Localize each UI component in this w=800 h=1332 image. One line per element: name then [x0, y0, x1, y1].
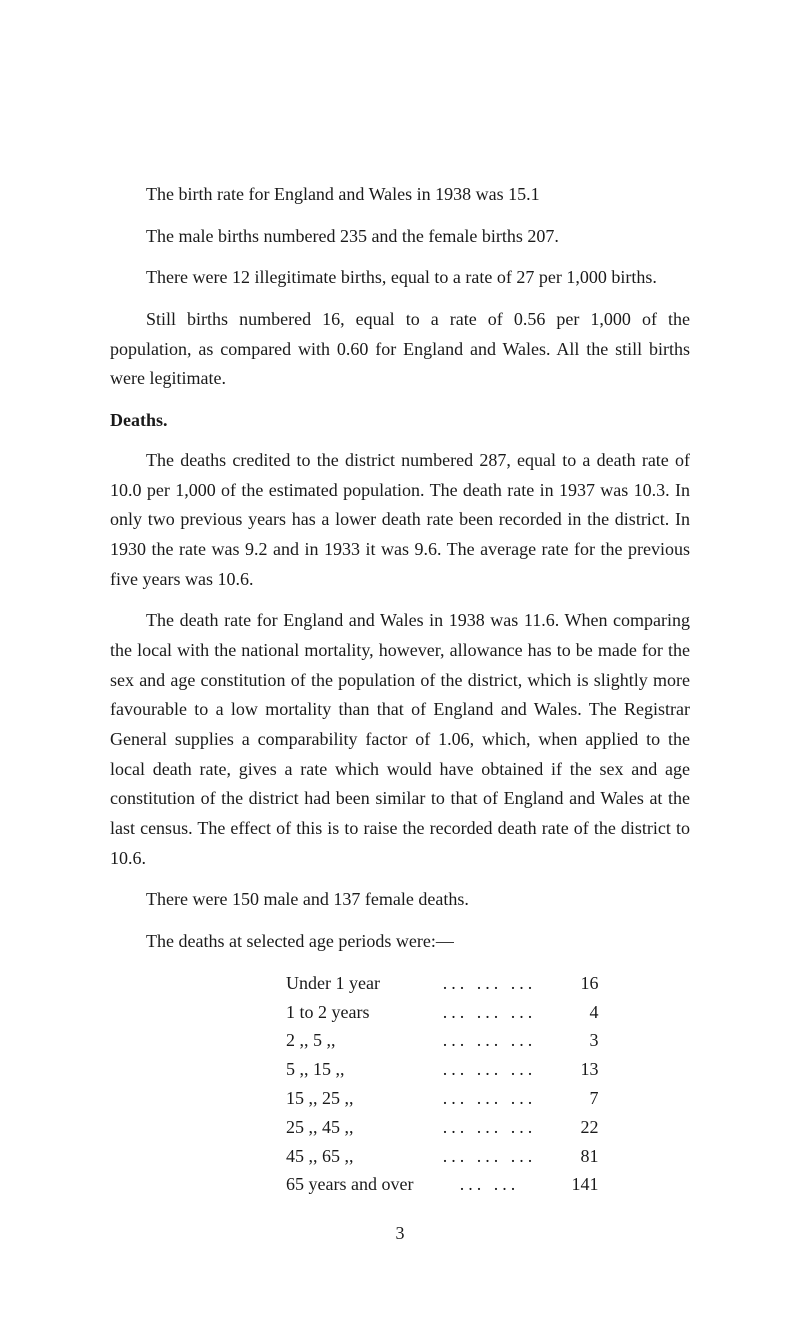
- age-value: 3: [559, 1026, 604, 1055]
- dots-spacer: ... ... ...: [419, 1026, 559, 1055]
- dots-spacer: ... ...: [419, 1170, 559, 1199]
- age-label: 15 ,, 25 ,,: [280, 1084, 419, 1113]
- age-label: 2 ,, 5 ,,: [280, 1026, 419, 1055]
- dots-spacer: ... ... ...: [419, 1084, 559, 1113]
- table-row: 2 ,, 5 ,, ... ... ... 3: [280, 1026, 604, 1055]
- age-label: 65 years and over: [280, 1170, 419, 1199]
- page-number: 3: [110, 1219, 690, 1249]
- age-value: 13: [559, 1055, 604, 1084]
- paragraph-male-female-deaths: There were 150 male and 137 female death…: [110, 885, 690, 915]
- age-value: 4: [559, 998, 604, 1027]
- heading-deaths: Deaths.: [110, 406, 690, 436]
- table-row: 5 ,, 15 ,, ... ... ... 13: [280, 1055, 604, 1084]
- dots-spacer: ... ... ...: [419, 969, 559, 998]
- age-label: Under 1 year: [280, 969, 419, 998]
- table-row: Under 1 year ... ... ... 16: [280, 969, 604, 998]
- paragraph-death-rate-england: The death rate for England and Wales in …: [110, 606, 690, 873]
- table-row: 1 to 2 years ... ... ... 4: [280, 998, 604, 1027]
- age-value: 7: [559, 1084, 604, 1113]
- dots-spacer: ... ... ...: [419, 1113, 559, 1142]
- paragraph-deaths-credited: The deaths credited to the district numb…: [110, 446, 690, 594]
- age-value: 141: [559, 1170, 604, 1199]
- paragraph-male-female-births: The male births numbered 235 and the fem…: [110, 222, 690, 252]
- paragraph-age-periods-intro: The deaths at selected age periods were:…: [110, 927, 690, 957]
- paragraph-still-births: Still births numbered 16, equal to a rat…: [110, 305, 690, 394]
- age-deaths-table: Under 1 year ... ... ... 16 1 to 2 years…: [280, 969, 604, 1199]
- age-label: 25 ,, 45 ,,: [280, 1113, 419, 1142]
- age-label: 1 to 2 years: [280, 998, 419, 1027]
- table-row: 25 ,, 45 ,, ... ... ... 22: [280, 1113, 604, 1142]
- age-value: 81: [559, 1142, 604, 1171]
- paragraph-birth-rate: The birth rate for England and Wales in …: [110, 180, 690, 210]
- dots-spacer: ... ... ...: [419, 1055, 559, 1084]
- paragraph-illegitimate-births: There were 12 illegitimate births, equal…: [110, 263, 690, 293]
- age-label: 45 ,, 65 ,,: [280, 1142, 419, 1171]
- age-value: 22: [559, 1113, 604, 1142]
- age-value: 16: [559, 969, 604, 998]
- table-row: 45 ,, 65 ,, ... ... ... 81: [280, 1142, 604, 1171]
- dots-spacer: ... ... ...: [419, 1142, 559, 1171]
- table-row: 65 years and over ... ... 141: [280, 1170, 604, 1199]
- table-row: 15 ,, 25 ,, ... ... ... 7: [280, 1084, 604, 1113]
- age-label: 5 ,, 15 ,,: [280, 1055, 419, 1084]
- dots-spacer: ... ... ...: [419, 998, 559, 1027]
